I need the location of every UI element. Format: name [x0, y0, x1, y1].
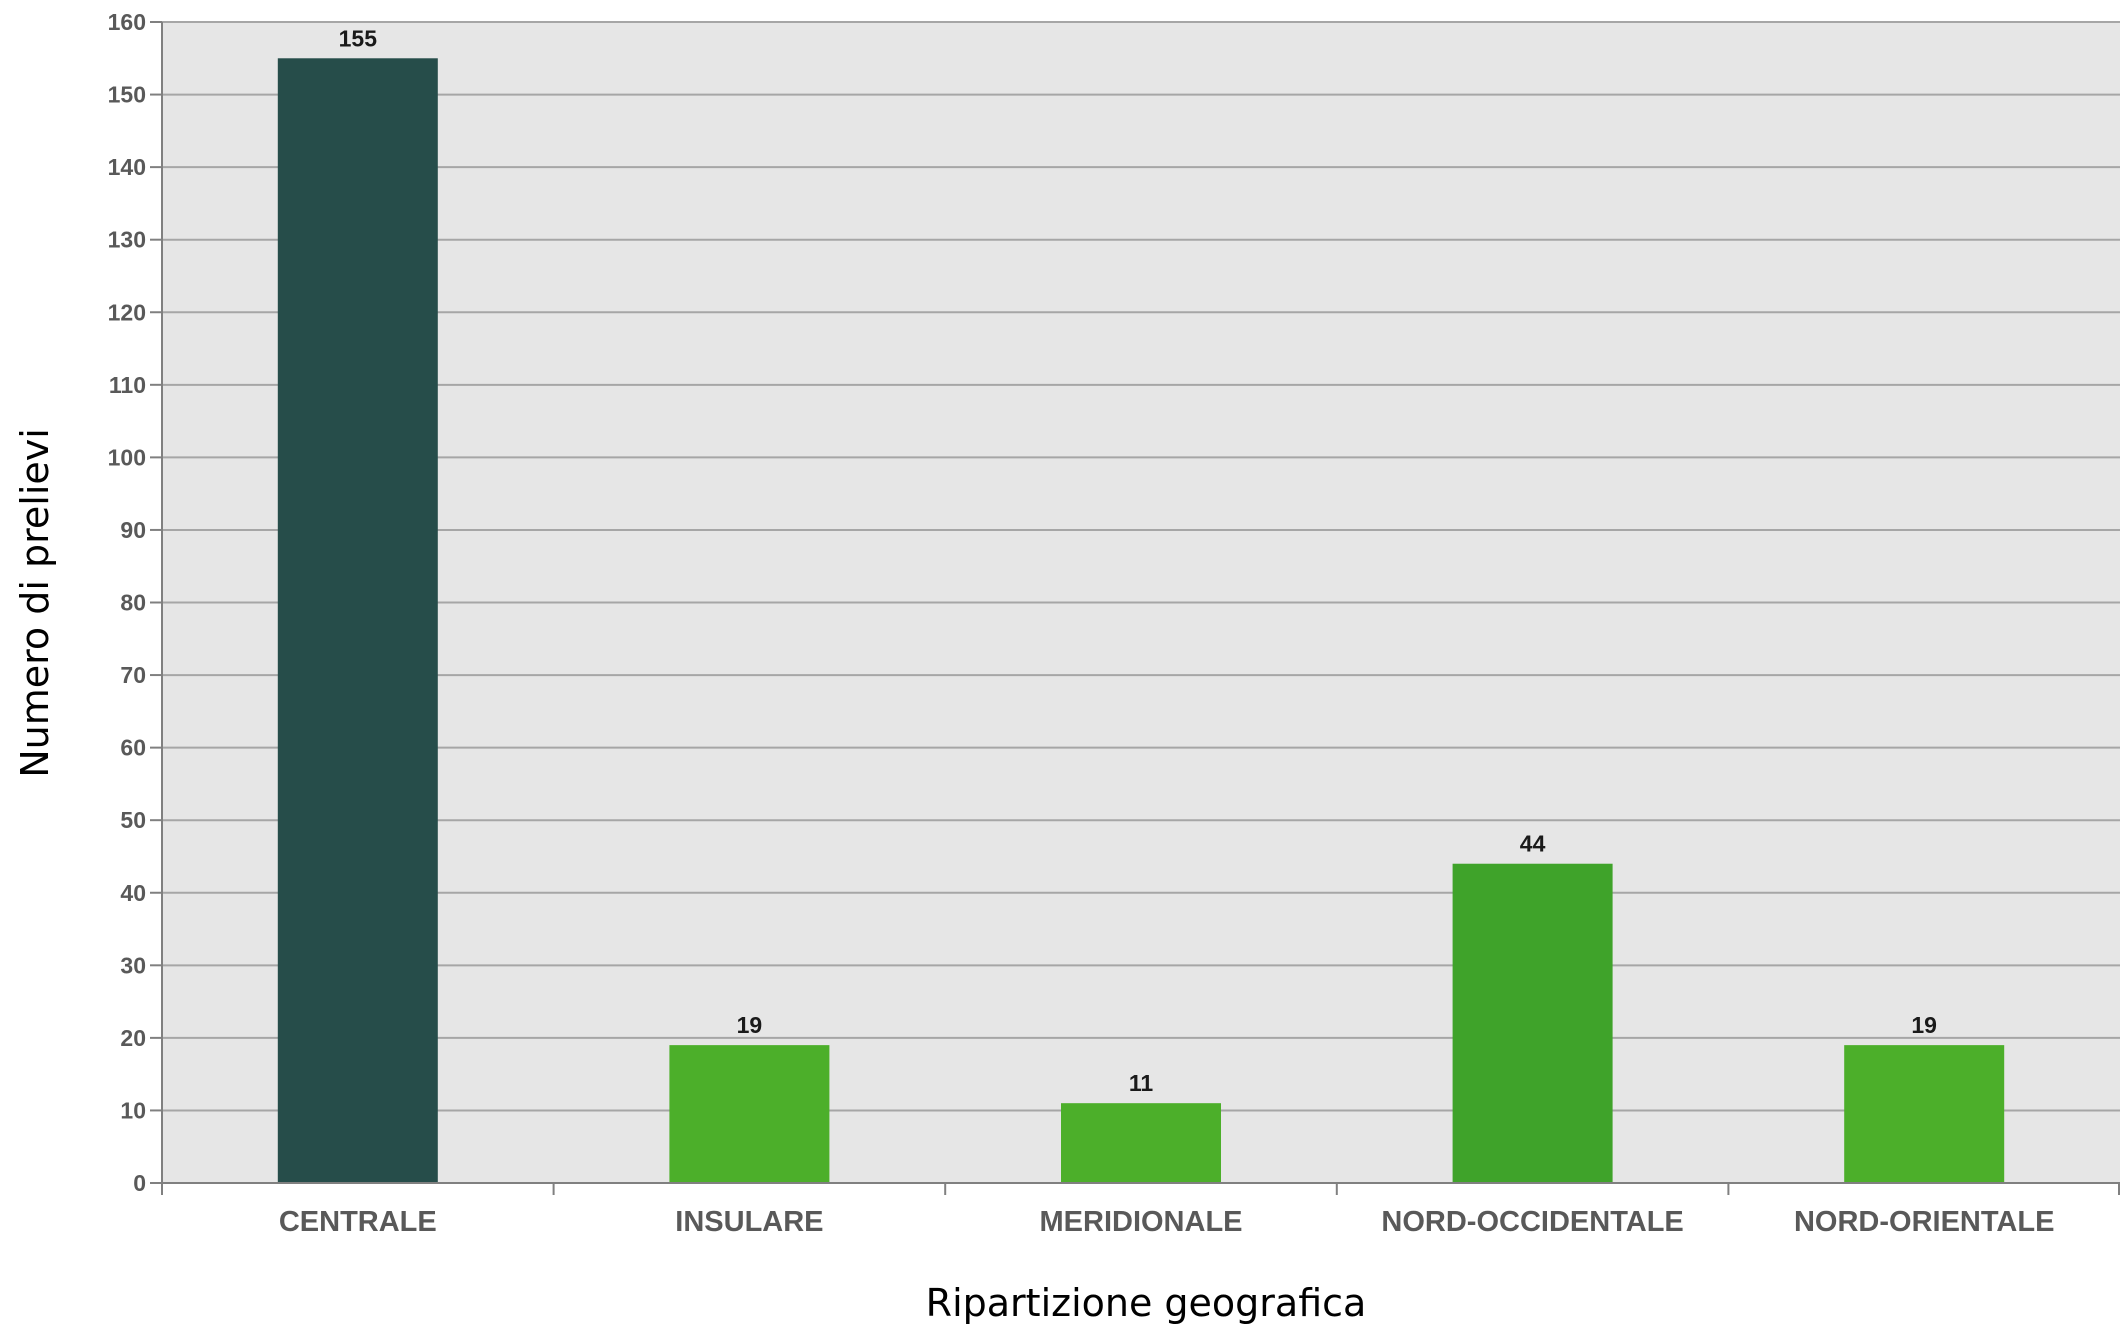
y-tick-label: 80: [120, 590, 146, 616]
x-axis-title: Ripartizione geografica: [926, 1281, 1367, 1325]
y-axis-title: Numero di prelievi: [13, 428, 57, 778]
y-tick-label: 140: [108, 154, 146, 180]
y-tick-label: 50: [120, 807, 146, 833]
y-tick-label: 20: [120, 1025, 146, 1051]
y-tick-label: 40: [120, 880, 146, 906]
y-tick-label: 0: [133, 1170, 146, 1196]
bar-nord-orientale: [1844, 1045, 2005, 1183]
x-category-label: MERIDIONALE: [1040, 1206, 1243, 1238]
y-tick-label: 60: [120, 735, 146, 761]
y-tick-label: 30: [120, 952, 146, 978]
y-tick-label: 150: [108, 82, 146, 108]
data-label: 155: [339, 25, 378, 51]
data-label: 11: [1129, 1070, 1154, 1096]
bar-nord-occidentale: [1452, 863, 1613, 1183]
y-tick-label: 160: [108, 9, 146, 35]
y-tick-label: 100: [108, 444, 146, 470]
data-label: 19: [737, 1012, 763, 1038]
y-tick-label: 70: [120, 662, 146, 688]
x-category-label: NORD-OCCIDENTALE: [1381, 1206, 1683, 1238]
y-tick-label: 10: [120, 1097, 146, 1123]
y-tick-label: 110: [109, 372, 146, 398]
bar-centrale: [277, 58, 438, 1183]
x-category-label: INSULARE: [675, 1206, 823, 1238]
data-label: 44: [1520, 831, 1546, 857]
bar-insulare: [669, 1045, 830, 1183]
x-category-label: NORD-ORIENTALE: [1794, 1206, 2054, 1238]
x-category-label: CENTRALE: [279, 1206, 437, 1238]
y-tick-label: 90: [120, 517, 146, 543]
data-label: 19: [1911, 1012, 1937, 1038]
bar-meridionale: [1061, 1103, 1221, 1183]
y-tick-label: 120: [108, 299, 146, 325]
y-tick-label: 130: [108, 227, 146, 253]
